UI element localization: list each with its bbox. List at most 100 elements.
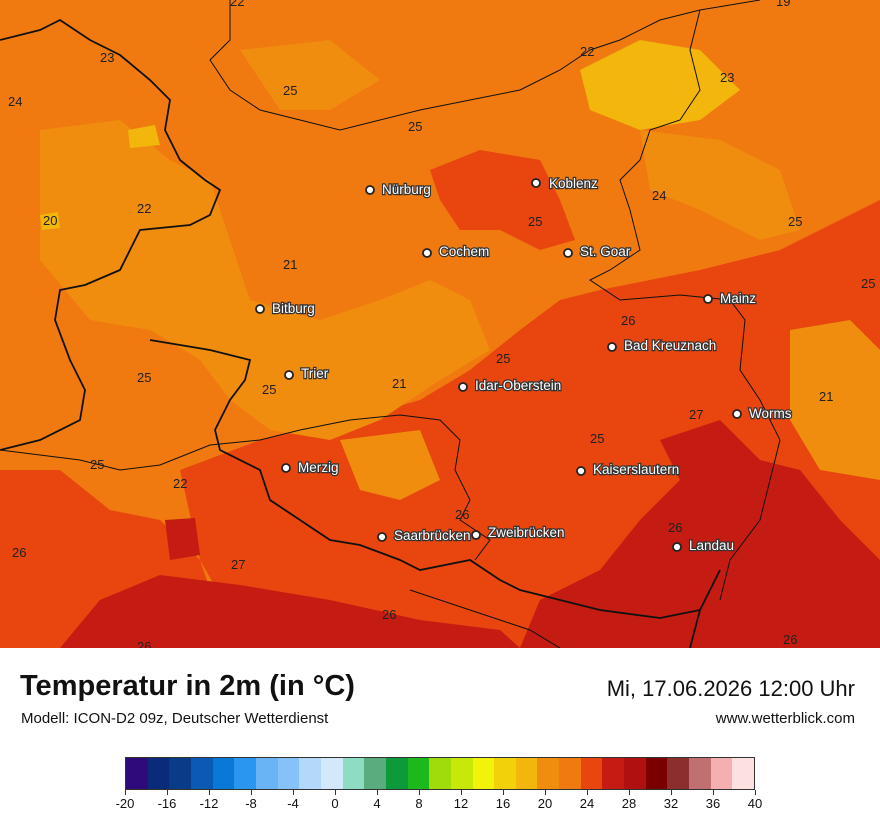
city-label: Landau [689,538,734,553]
temp-value: 22 [173,476,187,491]
legend-swatch [559,758,581,789]
city-label: Mainz [720,291,756,306]
legend-tick [167,790,168,795]
legend-tick [125,790,126,795]
legend-swatch [147,758,170,789]
city-label: Worms [749,406,792,421]
temp-value: 21 [392,376,406,391]
legend-swatch [689,758,711,789]
legend-tick-labels: -20 -16 -12 -8 -4 0 4 8 12 16 20 24 28 32 36 40 [116,796,763,816]
city-saarbruecken[interactable]: Saarbrücken [377,527,472,544]
legend-tick-label: 8 [415,796,423,811]
city-label: Cochem [439,244,489,259]
temp-value: 25 [861,276,875,291]
city-st-goar[interactable]: St. Goar [563,243,632,260]
city-kaiserslautern[interactable]: Kaiserslautern [576,461,680,478]
city-nuerburg[interactable]: Nürburg [365,181,432,198]
temp-value: 25 [262,382,276,397]
legend-swatch [494,758,516,789]
temp-zone-20 [580,40,740,130]
legend-tick-label: 20 [537,796,553,811]
temp-zone-20-c [40,212,60,230]
city-zweibruecken[interactable]: Zweibrücken [471,524,566,541]
city-label: Bitburg [272,301,315,316]
city-label: Bad Kreuznach [624,338,716,353]
city-markers: Nürburg Koblenz Cochem St. Goar Bitburg … [255,175,793,554]
legend-tick [209,790,210,795]
state-borders [0,0,781,648]
legend-swatch [126,758,148,789]
legend-swatch [472,758,495,789]
city-landau[interactable]: Landau [672,537,735,554]
legend-tick-label: 28 [621,796,637,811]
website-link[interactable]: www.wetterblick.com [715,710,855,727]
legend-tick [587,790,588,795]
legend-tick-label: -8 [245,796,257,811]
temp-value: 22 [137,201,151,216]
city-worms[interactable]: Worms [732,405,793,422]
temp-value: 25 [408,119,422,134]
temp-zone-22-c [640,130,800,240]
legend-tick [503,790,504,795]
city-trier[interactable]: Trier [284,365,330,382]
legend-swatch [602,758,625,789]
legend-swatch [364,758,386,789]
temp-value: 26 [621,313,635,328]
legend-swatch [299,758,321,789]
city-idar-oberstein[interactable]: Idar-Oberstein [458,377,562,394]
city-koblenz[interactable]: Koblenz [531,175,599,192]
legend-swatch [645,758,668,789]
legend-tick-label: 40 [747,796,763,811]
legend-swatch [732,758,755,789]
temp-value: 23 [720,70,734,85]
temp-value: 21 [283,257,297,272]
temp-value: 27 [689,407,703,422]
legend-tick [461,790,462,795]
legend-tick-label: 16 [495,796,511,811]
legend-tick-label: 12 [453,796,469,811]
legend-swatch [320,758,343,789]
temp-value: 25 [788,214,802,229]
city-cochem[interactable]: Cochem [422,243,490,260]
legend-tick-label: 32 [663,796,679,811]
temp-value: 20 [43,213,57,228]
legend-swatch [212,758,235,789]
legend-tick [713,790,714,795]
city-label: St. Goar [580,244,631,259]
temp-value: 22 [230,0,244,9]
temp-value: 25 [137,370,151,385]
city-merzig[interactable]: Merzig [281,459,340,476]
legend-tick [671,790,672,795]
temp-value: 19 [776,0,790,9]
temp-value: 27 [231,557,245,572]
legend-swatch [385,758,408,789]
legend-swatch [234,758,256,789]
city-label: Merzig [298,460,339,475]
country-borders [0,18,721,648]
legend-tick [377,790,378,795]
legend-tick-label: -20 [115,796,135,811]
legend-tick [755,790,756,795]
legend-tick-label: 4 [373,796,381,811]
legend-tick-label: -16 [157,796,177,811]
legend-tick-label: 0 [331,796,339,811]
temp-value: 26 [137,639,151,648]
legend-swatch [580,758,603,789]
city-label: Zweibrücken [488,525,565,540]
city-label: Nürburg [382,182,431,197]
city-bitburg[interactable]: Bitburg [255,300,316,317]
legend-swatch [255,758,278,789]
legend-tick [335,790,336,795]
legend-swatch [710,758,733,789]
city-label: Kaiserslautern [593,462,679,477]
legend-swatch [407,758,430,789]
temp-zone-28-south [60,575,520,648]
city-mainz[interactable]: Mainz [703,290,757,307]
temperature-map: 22 19 23 22 23 24 25 25 22 20 24 25 25 2… [0,0,880,648]
city-bad-kreuznach[interactable]: Bad Kreuznach [607,337,718,354]
temp-zone-22 [40,120,490,440]
legend-swatch [342,758,365,789]
legend-tick [293,790,294,795]
temp-value: 23 [100,50,114,65]
city-label: Koblenz [549,176,598,191]
